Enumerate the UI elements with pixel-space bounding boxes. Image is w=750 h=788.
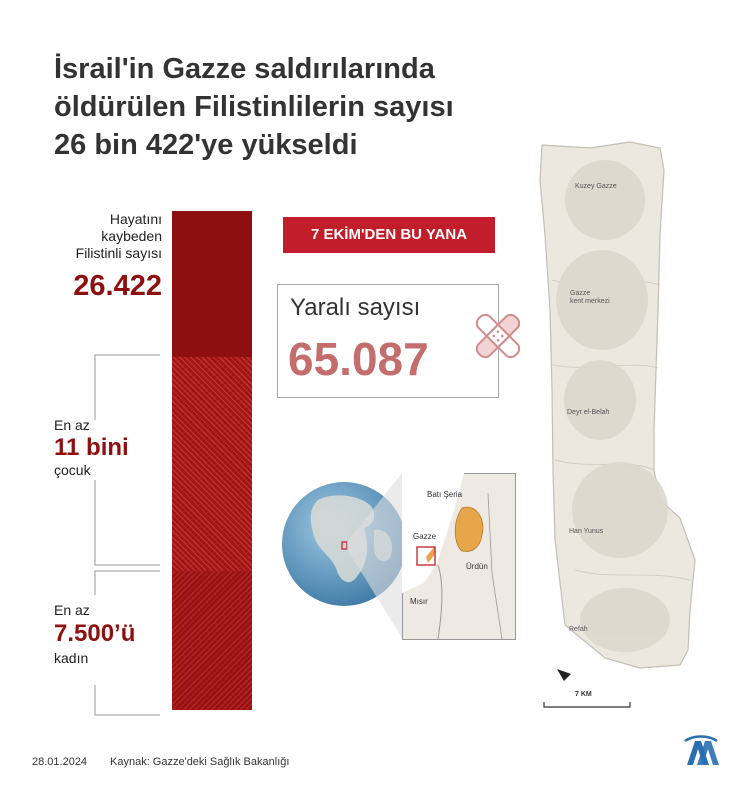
egypt-label: Mısır xyxy=(410,597,428,606)
women-prefix: En az xyxy=(54,602,90,618)
page-title: İsrail'in Gazze saldırılarında öldürülen… xyxy=(54,50,524,164)
scale-bar xyxy=(543,702,631,708)
gaza-locator-label: Gazze xyxy=(413,532,437,541)
children-value: 11 bini xyxy=(54,434,129,461)
footer-date: 28.01.2024 xyxy=(32,756,88,768)
killed-bar xyxy=(172,211,252,357)
children-suffix: çocuk xyxy=(54,462,91,478)
map-label-north-gaza: Kuzey Gazze xyxy=(575,183,617,190)
gaza-strip-map xyxy=(539,141,696,669)
bandage-icon xyxy=(475,313,521,359)
wounded-label: Yaralı sayısı xyxy=(290,294,421,321)
killed-label: Hayatını kaybeden Filistinli sayısı xyxy=(40,211,162,262)
footer-source: Kaynak: Gazze'deki Sağlık Bakanlığı xyxy=(110,756,290,768)
map-label-rafah: Refah xyxy=(569,626,588,633)
globe-locator xyxy=(282,473,406,638)
map-label-deir: Deyr el-Belah xyxy=(567,409,610,416)
scale-label: 7 KM xyxy=(575,691,592,698)
map-label-gaza-city: Gazze kent merkezi xyxy=(570,290,610,306)
aa-logo-icon xyxy=(684,735,719,765)
map-label-gaza-city-line: kent merkezi xyxy=(570,298,610,305)
killed-value: 26.422 xyxy=(73,270,162,302)
wounded-box xyxy=(277,284,499,398)
title-line: İsrail'in Gazze saldırılarında xyxy=(54,53,435,85)
title-line: 26 bin 422'ye yükseldi xyxy=(54,129,358,161)
killed-label-line: kaybeden xyxy=(101,228,162,244)
map-label-gaza-city-line: Gazze xyxy=(570,290,591,297)
children-bar xyxy=(172,357,252,571)
women-suffix: kadın xyxy=(54,650,89,666)
map-label-khan: Han Yunus xyxy=(569,528,604,535)
date-badge: 7 EKİM'DEN BU YANA xyxy=(283,217,495,253)
jordan-label: Ürdün xyxy=(466,562,488,571)
killed-label-line: Hayatını xyxy=(109,211,162,227)
locator-map xyxy=(402,473,516,640)
north-arrow-icon xyxy=(557,669,571,681)
bracket-lines xyxy=(94,354,160,716)
women-bar xyxy=(172,571,252,710)
title-line: öldürülen Filistinlilerin sayısı xyxy=(54,91,454,123)
women-value: 7.500’ü xyxy=(54,620,136,647)
children-prefix: En az xyxy=(54,417,90,433)
wounded-value: 65.087 xyxy=(288,333,429,385)
westbank-label: Batı Şeria xyxy=(427,490,463,499)
killed-label-line: Filistinli sayısı xyxy=(75,245,162,261)
